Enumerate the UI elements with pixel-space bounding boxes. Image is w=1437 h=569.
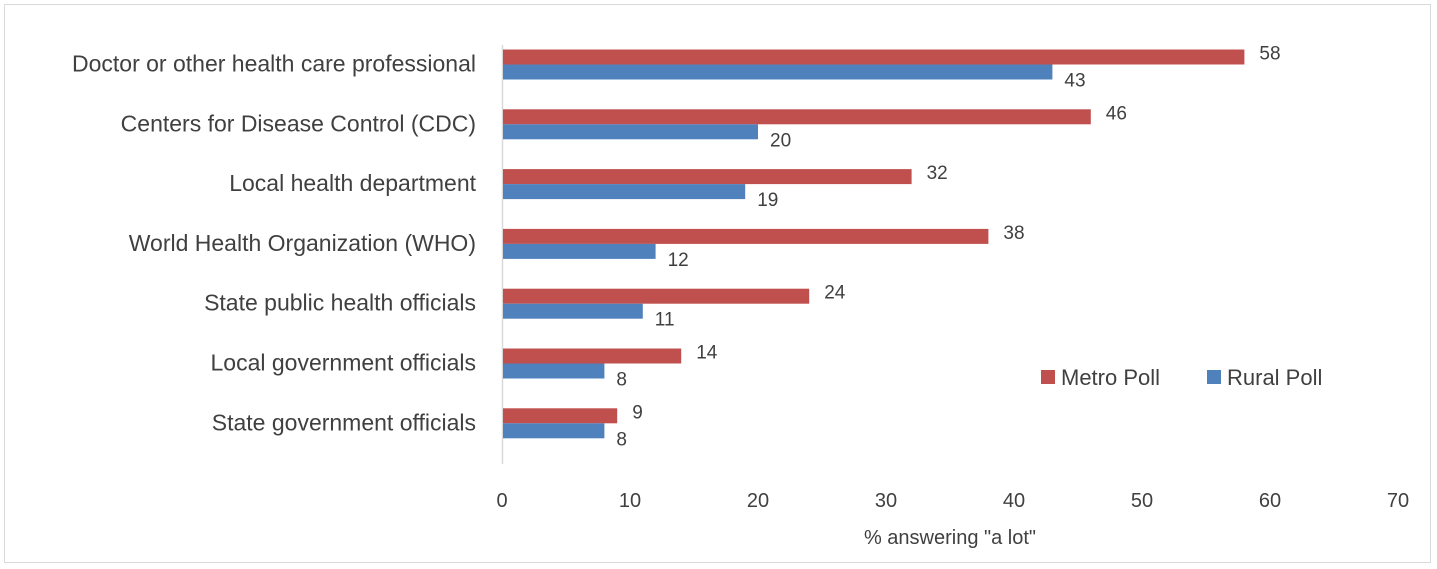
bar-rural-poll [503, 363, 605, 379]
data-label-metro-poll: 9 [632, 402, 643, 423]
chart-bars [503, 49, 1245, 439]
x-tick-label: 40 [1003, 490, 1025, 512]
x-tick-label: 20 [747, 490, 769, 512]
bar-rural-poll [503, 184, 746, 200]
bar-metro-poll [503, 109, 1091, 125]
x-axis-title: % answering "a lot" [864, 527, 1036, 549]
data-label-rural-poll: 12 [668, 250, 689, 271]
data-label-rural-poll: 20 [770, 130, 791, 151]
bar-rural-poll [503, 423, 605, 439]
legend-label: Rural Poll [1227, 365, 1322, 390]
x-tick-label: 30 [875, 490, 897, 512]
x-tick-label: 0 [496, 490, 507, 512]
data-label-metro-poll: 58 [1259, 44, 1280, 65]
category-label: Doctor or other health care professional [72, 51, 476, 77]
legend-swatch [1207, 370, 1221, 384]
data-label-metro-poll: 24 [824, 283, 846, 304]
bar-rural-poll [503, 64, 1053, 80]
bar-metro-poll [503, 348, 682, 364]
bar-metro-poll [503, 408, 618, 424]
x-tick-label: 70 [1387, 490, 1409, 512]
bar-metro-poll [503, 49, 1245, 65]
chart-legend: Metro Poll Rural Poll [1041, 365, 1322, 390]
bar-metro-poll [503, 288, 810, 304]
bar-metro-poll [503, 228, 989, 244]
category-label: Centers for Disease Control (CDC) [121, 110, 476, 136]
data-label-metro-poll: 38 [1003, 223, 1024, 244]
data-label-rural-poll: 8 [616, 429, 627, 450]
chart-labels: 58 43 46 20 32 19 38 12 24 11 14 898 [616, 44, 1280, 451]
x-tick-label: 10 [619, 490, 641, 512]
data-label-metro-poll: 32 [927, 163, 948, 184]
data-label-rural-poll: 11 [655, 310, 675, 331]
bar-rural-poll [503, 124, 758, 140]
bar-rural-poll [503, 303, 643, 319]
chart-frame: 0 10 20 30 40 50 60 70 Doctor or other health ca… [4, 4, 1431, 563]
category-label: State government officials [212, 409, 476, 435]
category-label: Local government officials [211, 350, 477, 376]
category-label: State public health officials [204, 290, 476, 316]
data-label-rural-poll: 8 [616, 370, 627, 391]
bar-metro-poll [503, 169, 912, 185]
chart-axes: 0 10 20 30 40 50 60 70 Doctor or other health ca… [72, 45, 1409, 512]
data-label-rural-poll: 43 [1064, 71, 1085, 92]
data-label-rural-poll: 19 [757, 190, 778, 211]
bar-chart: 0 10 20 30 40 50 60 70 Doctor or other health ca… [72, 44, 1409, 550]
legend-swatch [1041, 370, 1055, 384]
data-label-metro-poll: 14 [696, 343, 718, 364]
category-label: World Health Organization (WHO) [129, 230, 476, 256]
bar-rural-poll [503, 243, 656, 259]
data-label-metro-poll: 46 [1106, 103, 1127, 124]
x-tick-label: 50 [1131, 490, 1153, 512]
legend-label: Metro Poll [1061, 365, 1160, 390]
category-label: Local health department [229, 170, 476, 196]
x-tick-label: 60 [1259, 490, 1281, 512]
